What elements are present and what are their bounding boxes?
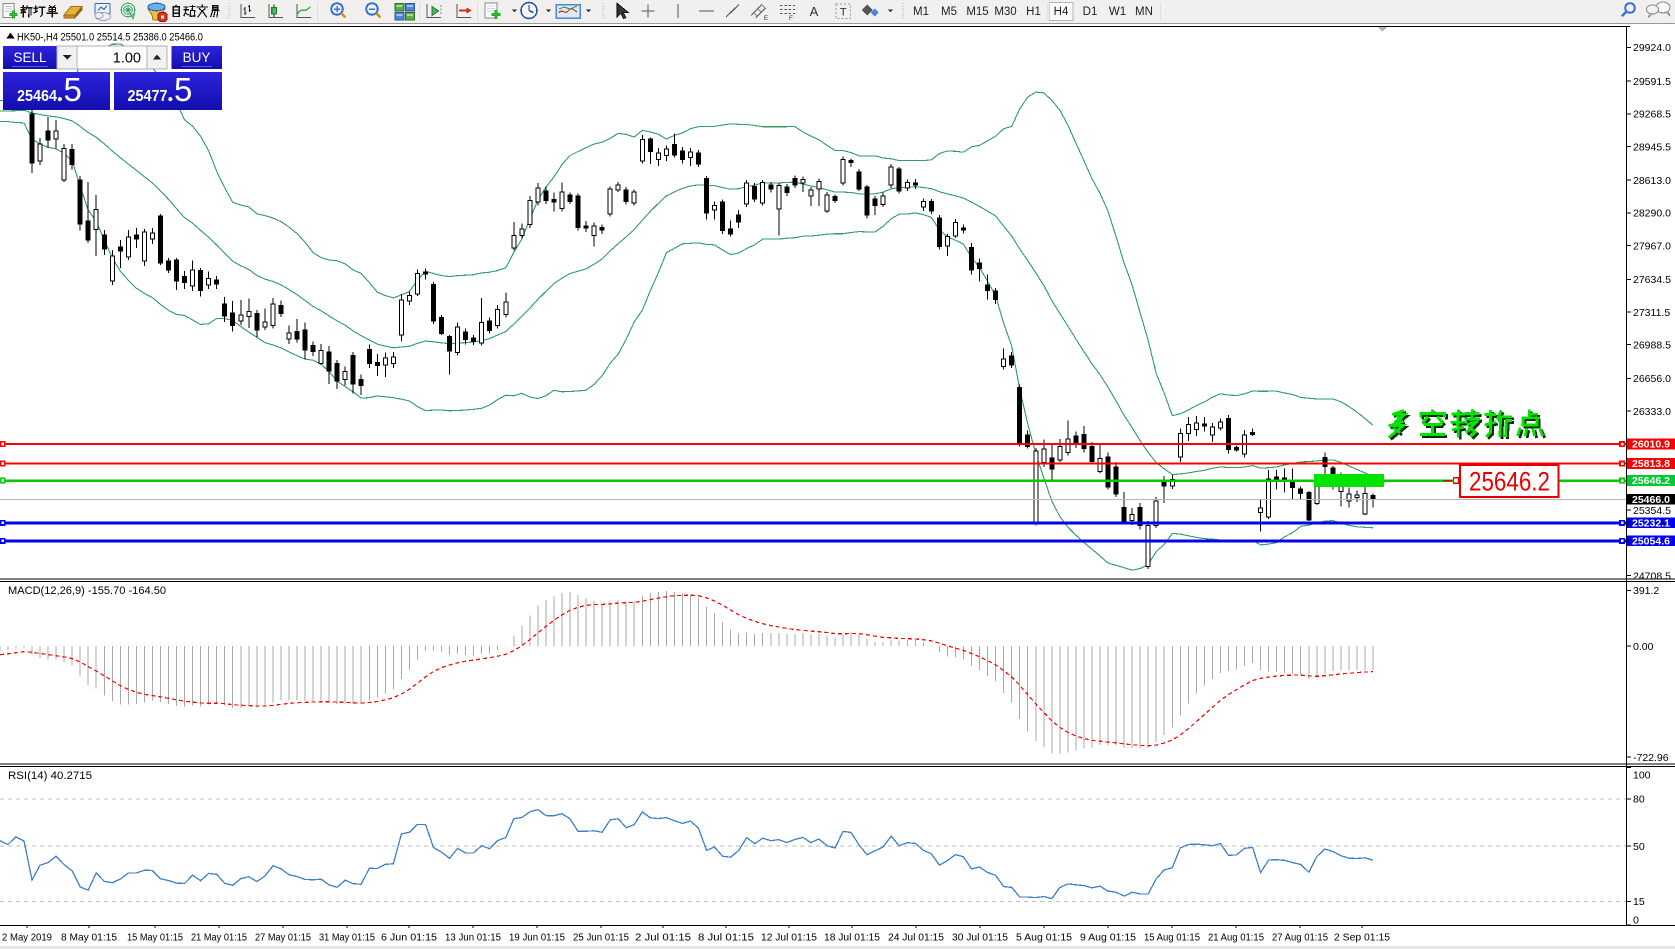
svg-text:27311.5: 27311.5 <box>1633 307 1670 319</box>
svg-text:27 May 01:15: 27 May 01:15 <box>255 933 311 944</box>
svg-text:80: 80 <box>1633 794 1645 806</box>
svg-text:21 Aug 01:15: 21 Aug 01:15 <box>1208 933 1264 944</box>
svg-text:8 Jul 01:15: 8 Jul 01:15 <box>698 933 754 944</box>
svg-text:25813.8: 25813.8 <box>1632 458 1670 470</box>
svg-text:M1: M1 <box>913 6 929 18</box>
svg-text:25646.2: 25646.2 <box>1469 467 1550 497</box>
svg-text:2 Sep 01:15: 2 Sep 01:15 <box>1334 933 1390 944</box>
svg-text:0.00: 0.00 <box>1633 641 1654 653</box>
svg-text:15: 15 <box>1633 896 1645 908</box>
svg-text:25232.1: 25232.1 <box>1632 517 1670 529</box>
svg-text:18 Jul 01:15: 18 Jul 01:15 <box>824 933 880 944</box>
svg-text:27 Aug 01:15: 27 Aug 01:15 <box>1272 933 1328 944</box>
svg-text:1.00: 1.00 <box>113 50 141 66</box>
svg-text:25 Jun 01:15: 25 Jun 01:15 <box>573 933 629 944</box>
svg-text:26988.5: 26988.5 <box>1633 340 1671 352</box>
svg-text:21 May 01:15: 21 May 01:15 <box>191 933 247 944</box>
svg-text:H4: H4 <box>1054 6 1069 18</box>
svg-text:29268.5: 29268.5 <box>1633 109 1671 121</box>
svg-text:28945.5: 28945.5 <box>1633 141 1671 153</box>
svg-text:100: 100 <box>1633 770 1651 782</box>
svg-text:E: E <box>764 15 769 22</box>
svg-text:RSI(14) 40.2715: RSI(14) 40.2715 <box>8 770 92 782</box>
svg-text:SELL: SELL <box>13 50 47 65</box>
svg-text:19 Jun 01:15: 19 Jun 01:15 <box>509 933 565 944</box>
svg-text:26010.9: 26010.9 <box>1632 439 1670 451</box>
svg-text:6 Jun 01:15: 6 Jun 01:15 <box>381 933 437 944</box>
svg-text:5 Aug 01:15: 5 Aug 01:15 <box>1016 933 1072 944</box>
svg-text:H1: H1 <box>1026 6 1041 18</box>
svg-text:5: 5 <box>64 71 82 108</box>
svg-text:25646.2: 25646.2 <box>1632 475 1670 487</box>
svg-text:M5: M5 <box>941 6 957 18</box>
svg-text:12 Jul 01:15: 12 Jul 01:15 <box>761 933 817 944</box>
svg-text:2 May 2019: 2 May 2019 <box>2 933 52 944</box>
svg-text:26333.0: 26333.0 <box>1633 406 1671 418</box>
svg-text:25054.6: 25054.6 <box>1632 535 1670 547</box>
svg-text:28613.0: 28613.0 <box>1633 175 1671 187</box>
svg-text:T: T <box>840 7 847 19</box>
svg-text:25477: 25477 <box>128 88 168 105</box>
svg-text:29591.5: 29591.5 <box>1633 76 1671 88</box>
svg-text:-722.96: -722.96 <box>1633 752 1669 764</box>
svg-text:D1: D1 <box>1083 6 1098 18</box>
svg-text:15 Aug 01:15: 15 Aug 01:15 <box>1144 933 1200 944</box>
svg-text:24708.5: 24708.5 <box>1633 570 1671 582</box>
svg-text:25354.5: 25354.5 <box>1633 505 1671 517</box>
svg-text:13 Jun 01:15: 13 Jun 01:15 <box>445 933 501 944</box>
svg-text:27634.5: 27634.5 <box>1633 274 1671 286</box>
svg-text:15 May 01:15: 15 May 01:15 <box>127 933 183 944</box>
svg-text:2 Jul 01:15: 2 Jul 01:15 <box>635 933 691 944</box>
svg-text:25466.0: 25466.0 <box>1632 494 1670 506</box>
svg-text:29924.0: 29924.0 <box>1633 42 1671 54</box>
svg-text:MN: MN <box>1135 6 1153 18</box>
svg-text:24 Jul 01:15: 24 Jul 01:15 <box>888 933 944 944</box>
svg-text:0: 0 <box>1633 915 1639 927</box>
svg-text:31 May 01:15: 31 May 01:15 <box>319 933 375 944</box>
svg-text:391.2: 391.2 <box>1633 585 1659 597</box>
svg-text:W1: W1 <box>1109 6 1126 18</box>
svg-text:9 Aug 01:15: 9 Aug 01:15 <box>1080 933 1136 944</box>
svg-text:26656.0: 26656.0 <box>1633 373 1671 385</box>
svg-text:25464: 25464 <box>17 88 57 105</box>
svg-text:28290.0: 28290.0 <box>1633 208 1671 220</box>
svg-text:30 Jul 01:15: 30 Jul 01:15 <box>952 933 1008 944</box>
svg-text:8 May 01:15: 8 May 01:15 <box>61 933 117 944</box>
svg-text:HK50-,H4 25501.0 25514.5 2538: HK50-,H4 25501.0 25514.5 25386.0 25466.0 <box>17 31 203 43</box>
svg-text:27967.0: 27967.0 <box>1633 240 1671 252</box>
svg-text:5: 5 <box>174 71 192 108</box>
svg-text:F: F <box>789 15 793 22</box>
svg-text:A: A <box>810 4 819 19</box>
svg-text:50: 50 <box>1633 841 1645 853</box>
svg-text:M30: M30 <box>994 6 1016 18</box>
svg-text:M15: M15 <box>966 6 988 18</box>
svg-text:BUY: BUY <box>183 50 211 65</box>
svg-text:MACD(12,26,9) -155.70 -164.50: MACD(12,26,9) -155.70 -164.50 <box>8 585 166 597</box>
